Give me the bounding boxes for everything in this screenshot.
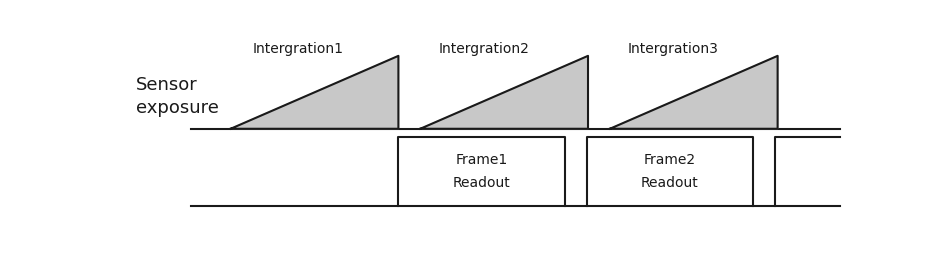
Text: Frame2
Readout: Frame2 Readout: [641, 153, 698, 190]
Text: Intergration1: Intergration1: [252, 42, 343, 56]
Polygon shape: [610, 56, 777, 129]
Polygon shape: [421, 56, 588, 129]
Text: Intergration3: Intergration3: [628, 42, 719, 56]
Text: Sensor
exposure: Sensor exposure: [136, 75, 218, 117]
Text: Intergration2: Intergration2: [439, 42, 530, 56]
Polygon shape: [231, 56, 398, 129]
Text: Frame1
Readout: Frame1 Readout: [453, 153, 510, 190]
